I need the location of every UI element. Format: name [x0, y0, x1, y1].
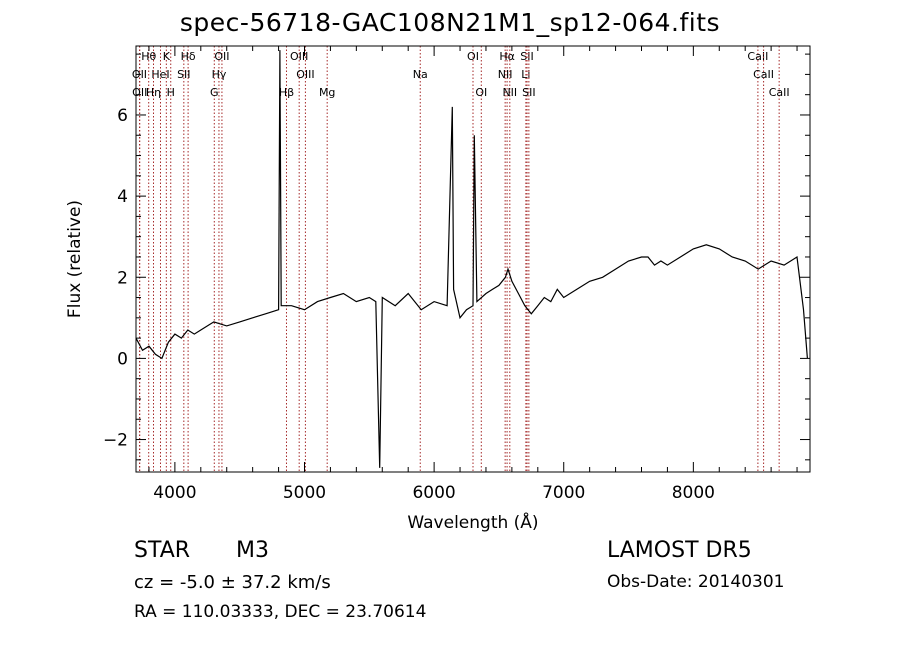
- redshift-text: cz = -5.0 ± 37.2 km/s: [134, 572, 331, 593]
- x-tick-label: 6000: [412, 483, 455, 503]
- line-marker-label: OIII: [290, 50, 308, 63]
- line-marker-label: Hα: [499, 50, 515, 63]
- y-tick-label: −2: [103, 431, 128, 451]
- line-marker-label: OIII: [296, 68, 314, 81]
- line-marker-label: SII: [522, 86, 535, 99]
- object-class: STAR: [134, 538, 191, 563]
- radec-text: RA = 110.03333, DEC = 23.70614: [134, 602, 427, 622]
- line-marker-label: Hθ: [141, 50, 156, 63]
- line-marker-label: Hη: [146, 86, 161, 99]
- y-tick-label: 0: [117, 349, 128, 369]
- line-marker-label: OI: [475, 86, 487, 99]
- line-marker-label: CaII: [753, 68, 774, 81]
- line-marker-label: Hδ: [181, 50, 196, 63]
- line-marker-label: Li: [521, 68, 530, 81]
- line-marker-label: Mg: [319, 86, 335, 99]
- line-marker-label: HeI: [151, 68, 169, 81]
- y-tick-label: 2: [117, 268, 128, 288]
- line-marker-label: NII: [502, 86, 517, 99]
- x-tick-label: 8000: [672, 483, 715, 503]
- object-subclass: M3: [236, 538, 269, 563]
- line-marker-label: K: [163, 50, 171, 63]
- line-marker-label: NII: [498, 68, 513, 81]
- line-marker-label: G: [210, 86, 219, 99]
- line-marker-label: H: [167, 86, 175, 99]
- line-marker-label: SII: [177, 68, 190, 81]
- chart-title: spec-56718-GAC108N21M1_sp12-064.fits: [179, 8, 721, 37]
- line-marker-label: CaII: [769, 86, 790, 99]
- line-marker-label: OII: [214, 50, 229, 63]
- spectrum-line: [135, 50, 808, 468]
- x-tick-label: 5000: [283, 483, 326, 503]
- line-marker-label: Na: [413, 68, 428, 81]
- x-tick-label: 4000: [153, 483, 196, 503]
- plot-frame: [135, 45, 811, 473]
- line-marker-label: SII: [520, 50, 533, 63]
- line-marker-label: Hβ: [279, 86, 294, 99]
- x-axis-label: Wavelength (Å): [407, 511, 538, 533]
- line-marker-label: CaII: [747, 50, 768, 63]
- x-tick-label: 7000: [542, 483, 585, 503]
- obs-date: Obs-Date: 20140301: [607, 572, 785, 592]
- line-marker-label: OI: [467, 50, 479, 63]
- survey-label: LAMOST DR5: [607, 538, 752, 563]
- line-marker-label: Hγ: [212, 68, 227, 81]
- y-tick-label: 4: [117, 187, 128, 207]
- y-axis-label: Flux (relative): [65, 200, 85, 318]
- y-tick-label: 6: [117, 106, 128, 126]
